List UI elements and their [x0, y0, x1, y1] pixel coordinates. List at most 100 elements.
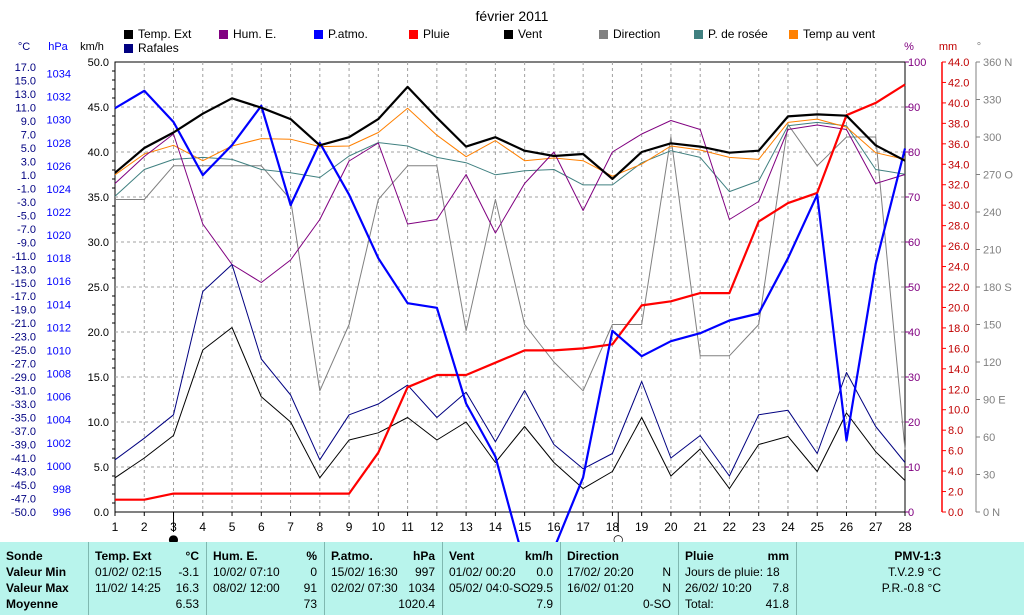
x-tick-label: 8: [316, 520, 323, 534]
rain-tick-label: 32.0: [948, 180, 969, 192]
rain-tick-label: 16.0: [948, 343, 969, 355]
stats-hum-unit: %: [306, 549, 317, 563]
press-tick-label: 1034: [47, 69, 71, 81]
rain-tick-label: 40.0: [948, 98, 969, 110]
stats-pmv-title: PMV-1:3: [894, 549, 941, 563]
rain-tick-label: 24.0: [948, 262, 969, 274]
rain-tick-label: 22.0: [948, 282, 969, 294]
legend-swatch: [789, 30, 798, 39]
press-tick-label: 1002: [47, 438, 71, 450]
stats-press-min-time: 15/02/ 16:30: [331, 565, 398, 579]
wind-tick-label: 25.0: [88, 282, 109, 294]
dir-tick-label: 210: [983, 245, 1001, 257]
series-pluie: [115, 83, 906, 501]
stats-press-avg: 1020.4: [398, 597, 435, 611]
temp-tick-label: -29.0: [11, 372, 36, 384]
stats-sonde: Sonde Valeur Min Valeur Max Moyenne: [0, 542, 88, 615]
temp-tick-label: -25.0: [11, 345, 36, 357]
temp-tick-label: 1.0: [21, 170, 36, 182]
dir-tick-label: 90 E: [983, 395, 1006, 407]
stats-dir-min-time: 17/02/ 20:20: [567, 565, 634, 579]
temp-tick-label: -9.0: [17, 237, 36, 249]
legend-swatch: [504, 30, 513, 39]
temp-tick-label: -11.0: [12, 251, 36, 263]
temp-tick-label: 3.0: [21, 156, 36, 168]
press-tick-label: 1014: [47, 299, 71, 311]
series-p-atmo: [114, 89, 907, 542]
stats-wind-max: 29.5: [529, 581, 553, 595]
legend-swatch: [124, 44, 133, 53]
stats-temp-avg: 6.53: [175, 597, 199, 611]
stats-temp-min-time: 01/02/ 02:15: [95, 565, 162, 579]
stats-dir-max-time: 16/02/ 01:20: [567, 581, 634, 595]
stats-hum-max-time: 08/02/ 12:00: [213, 581, 280, 595]
wind-tick-label: 35.0: [88, 192, 109, 204]
stats-temp-title: Temp. Ext: [95, 549, 152, 563]
stats-wind-title: Vent: [449, 549, 475, 563]
x-tick-label: 28: [898, 520, 912, 534]
wind-tick-label: 10.0: [88, 417, 109, 429]
rain-tick-label: 6.0: [948, 446, 963, 458]
x-tick-label: 17: [576, 520, 590, 534]
wind-tick-label: 30.0: [88, 237, 109, 249]
temp-tick-label: -39.0: [11, 440, 36, 452]
stats-press-title: P.atmo.: [331, 549, 373, 563]
rain-tick-label: 34.0: [948, 159, 969, 171]
temp-tick-label: -33.0: [11, 399, 36, 411]
series-p-de-ros-e: [114, 121, 906, 197]
temp-tick-label: -3.0: [17, 197, 36, 209]
stats-hum-min-time: 10/02/ 07:10: [213, 565, 280, 579]
x-tick-label: 7: [287, 520, 294, 534]
stats-press-min: 997: [414, 565, 435, 579]
series-temp-ext: [114, 85, 906, 180]
axis-unit-label: km/h: [80, 41, 104, 53]
wind-tick-label: 50.0: [88, 57, 109, 69]
grid: [112, 62, 905, 512]
press-tick-label: 1010: [47, 345, 71, 357]
rain-tick-label: 30.0: [948, 200, 969, 212]
dir-tick-label: 30: [983, 470, 995, 482]
temp-tick-label: -41.0: [11, 453, 36, 465]
temp-tick-label: -13.0: [11, 264, 36, 276]
legend-swatch: [599, 30, 608, 39]
x-tick-label: 18: [606, 520, 620, 534]
wind-tick-label: 40.0: [88, 147, 109, 159]
temp-tick-label: 17.0: [15, 62, 36, 74]
stats-rain-title: Pluie: [685, 549, 714, 563]
x-tick-label: 14: [489, 520, 503, 534]
stats-wind-min-time: 01/02/ 00:20: [449, 565, 516, 579]
axis-unit-label: hPa: [48, 41, 68, 53]
temp-tick-label: -31.0: [11, 386, 36, 398]
hum-tick-label: 10: [908, 462, 920, 474]
stats-rain-total-label: Total:: [685, 597, 714, 611]
legend-label: Direction: [613, 27, 660, 41]
stats-pmv-tv: T.V.2.9 °C: [887, 565, 941, 579]
temp-tick-label: -5.0: [17, 210, 36, 222]
press-tick-label: 1008: [47, 369, 71, 381]
legend-swatch: [409, 30, 418, 39]
stats-row-max-label: Valeur Max: [6, 581, 69, 595]
series-direction: [115, 124, 906, 450]
press-tick-label: 1022: [47, 207, 71, 219]
x-tick-label: 26: [840, 520, 854, 534]
legend: Temp. Ext Hum. E. P.atmo. Pluie Vent Directio…: [124, 27, 876, 55]
x-tick-label: 9: [346, 520, 353, 534]
dir-tick-label: 0 N: [983, 507, 1000, 519]
temp-tick-label: -7.0: [17, 224, 36, 236]
wind-tick-label: 5.0: [94, 462, 109, 474]
stats-press-max-time: 02/02/ 07:30: [331, 581, 398, 595]
press-tick-label: 1024: [47, 184, 71, 196]
x-tick-label: 4: [199, 520, 206, 534]
wind-tick-label: 20.0: [88, 327, 109, 339]
dir-tick-label: 180 S: [983, 282, 1012, 294]
legend-label: P. de rosée: [708, 27, 768, 41]
hum-tick-label: 80: [908, 147, 920, 159]
press-tick-label: 1028: [47, 138, 71, 150]
x-tick-label: 12: [430, 520, 444, 534]
x-tick-label: 25: [811, 520, 825, 534]
press-tick-label: 1004: [47, 415, 71, 427]
x-tick-label: 22: [723, 520, 737, 534]
x-tick-label: 2: [141, 520, 148, 534]
temp-tick-label: -1.0: [17, 183, 36, 195]
press-tick-label: 1026: [47, 161, 71, 173]
